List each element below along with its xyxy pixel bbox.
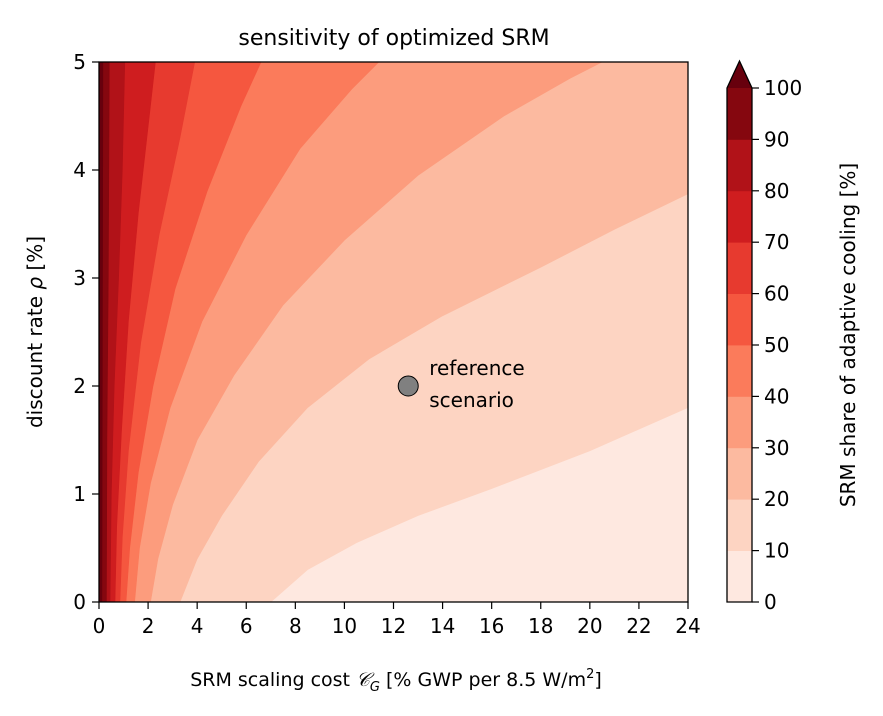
x-tick-label: 0: [93, 614, 106, 638]
y-tick-label: 4: [73, 158, 86, 182]
x-tick-label: 12: [381, 614, 406, 638]
colorbar-segment: [727, 550, 752, 603]
colorbar-extend-arrow: [727, 61, 752, 88]
colorbar-segment: [727, 447, 752, 500]
y-tick-label: 2: [73, 374, 86, 398]
colorbar-segment: [727, 396, 752, 449]
colorbar-segment: [727, 293, 752, 346]
colorbar-segment: [727, 190, 752, 243]
colorbar-tick-label: 40: [764, 384, 789, 408]
colorbar-segment: [727, 139, 752, 192]
colorbar-tick-label: 70: [764, 230, 789, 254]
x-tick-label: 20: [577, 614, 602, 638]
colorbar-tick-label: 20: [764, 487, 789, 511]
reference-label-line1: reference: [429, 356, 524, 380]
x-tick-label: 22: [626, 614, 651, 638]
colorbar-tick-label: 30: [764, 436, 789, 460]
contour-fills: [99, 62, 688, 602]
x-tick-label: 2: [142, 614, 155, 638]
x-tick-label: 14: [430, 614, 455, 638]
y-tick-label: 0: [73, 590, 86, 614]
y-tick-label: 5: [73, 50, 86, 74]
plot-area: [98, 61, 689, 603]
colorbar-segment: [727, 242, 752, 294]
colorbar-tick-label: 80: [764, 179, 789, 203]
contour-band-100: [99, 62, 104, 602]
x-tick-label: 4: [191, 614, 204, 638]
colorbar-tick-label: 10: [764, 539, 789, 563]
colorbar-tick-label: 60: [764, 282, 789, 306]
colorbar-tick-label: 50: [764, 333, 789, 357]
chart-title: sensitivity of optimized SRM: [238, 26, 549, 51]
colorbar: 0 10 20 30 40 50 60 70 80 90 100 SRM share of adap…: [726, 59, 860, 614]
y-axis: 0 1 2 3 4 5: [73, 50, 99, 614]
colorbar-tick-label: 0: [764, 590, 777, 614]
y-tick-label: 1: [73, 482, 86, 506]
colorbar-segment: [727, 345, 752, 397]
colorbar-segment: [727, 499, 752, 551]
x-tick-label: 6: [240, 614, 253, 638]
reference-scenario: reference scenario: [397, 356, 525, 412]
x-tick-label: 8: [289, 614, 302, 638]
y-axis-label: discount rate ρ [%]: [23, 236, 47, 428]
x-axis: 0 2 4 6 8 10 12 14 16 18 20 22 24: [93, 602, 701, 638]
colorbar-tick-label: 100: [764, 76, 802, 100]
colorbar-label: SRM share of adaptive cooling [%]: [836, 163, 860, 507]
colorbar-segment: [727, 88, 752, 140]
x-tick-label: 24: [675, 614, 700, 638]
x-tick-label: 10: [332, 614, 357, 638]
x-tick-label: 18: [528, 614, 553, 638]
colorbar-outline: [726, 59, 753, 603]
x-axis-label: SRM scaling cost 𝒞G [% GWP per 8.5 W/m2]: [190, 667, 602, 695]
reference-point: [397, 375, 419, 397]
reference-label-line2: scenario: [429, 388, 514, 412]
y-tick-label: 3: [73, 266, 86, 290]
colorbar-tick-label: 90: [764, 127, 789, 151]
x-tick-label: 16: [479, 614, 504, 638]
